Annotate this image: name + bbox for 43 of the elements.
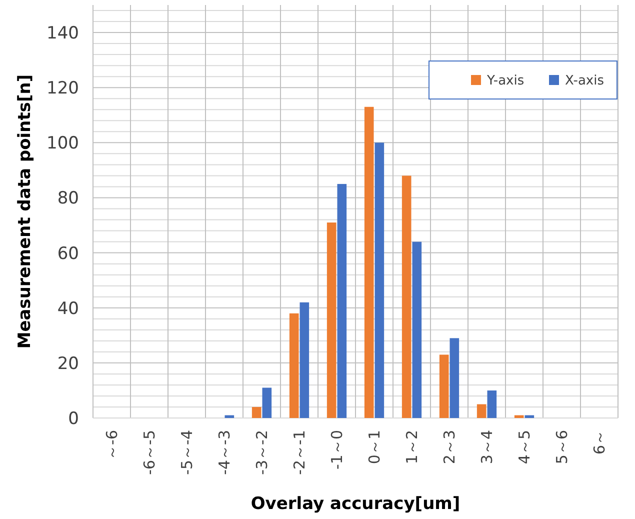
y-tick-label: 60 [57,244,79,264]
bar [412,242,422,418]
x-tick-label: 2～3 [440,430,458,464]
bar [450,338,460,418]
x-tick-label: 3～4 [478,430,496,464]
x-tick-label: -6～-5 [140,430,158,475]
y-tick-label: 100 [46,134,79,154]
y-tick-label: 120 [46,78,79,99]
bar [289,313,299,418]
x-tick-label: -5～-4 [178,430,196,475]
bar [337,184,347,418]
x-tick-label: 5～6 [553,430,571,464]
bar [514,415,524,418]
bar [402,176,412,418]
y-tick-label: 140 [46,23,79,44]
bar [524,415,534,418]
x-tick-label: -4～-3 [216,430,234,475]
y-tick-label: 40 [57,298,79,319]
legend-label: Y-axis [486,74,524,89]
bar [326,222,336,418]
bar [262,388,272,418]
bar [439,354,449,418]
legend-label: X-axis [565,74,604,89]
bar [364,106,374,418]
x-tick-label: 4～5 [516,430,534,464]
x-tick-label: -1～0 [328,430,346,470]
bar [374,142,384,418]
y-axis-title: Measurement data points[n] [15,74,35,349]
bar [252,406,262,418]
bar [487,390,497,418]
y-tick-label: 0 [68,408,79,429]
x-tick-label: -3～-2 [253,430,271,475]
bar [476,404,486,418]
x-tick-label: 0～1 [366,430,384,464]
bar [224,415,234,418]
y-tick-label: 20 [57,354,79,374]
x-tick-label: 6～ [590,430,608,455]
bar [300,302,310,418]
x-tick-label: ～-6 [103,430,121,460]
y-tick-label: 80 [57,188,79,209]
x-axis-title: Overlay accuracy[um] [250,494,460,514]
x-tick-label: 1～2 [403,430,421,464]
x-tick-label: -2～-1 [290,430,308,475]
